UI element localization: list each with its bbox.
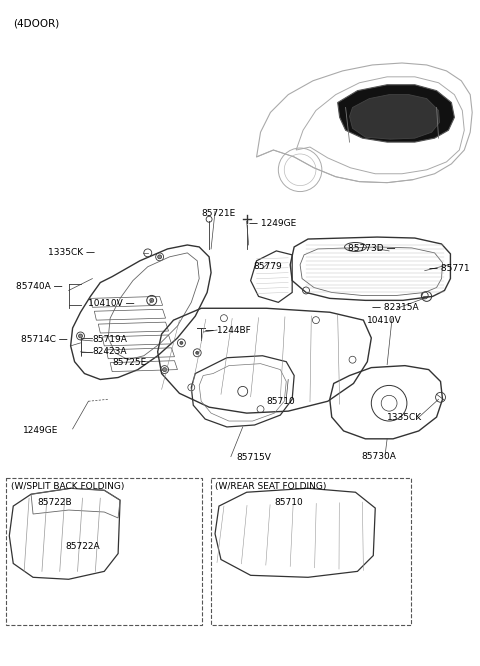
Circle shape: [196, 351, 199, 354]
Text: 85773D —: 85773D —: [348, 244, 395, 254]
Text: — 1249GE: — 1249GE: [249, 218, 296, 228]
Text: (W/SPLIT BACK FOLDING): (W/SPLIT BACK FOLDING): [11, 482, 125, 491]
Text: 85714C —: 85714C —: [21, 336, 68, 344]
Circle shape: [150, 298, 154, 302]
Text: 85730A: 85730A: [361, 452, 396, 461]
Text: 10410V: 10410V: [367, 316, 402, 324]
Polygon shape: [349, 95, 440, 139]
Circle shape: [163, 368, 167, 372]
Text: 85722B: 85722B: [37, 498, 72, 507]
Text: 85725E: 85725E: [112, 358, 146, 367]
Text: 1335CK —: 1335CK —: [48, 248, 96, 257]
Text: 82423A: 82423A: [92, 347, 127, 356]
Text: 85710: 85710: [266, 397, 295, 406]
Text: (W/REAR SEAT FOLDING): (W/REAR SEAT FOLDING): [215, 482, 326, 491]
Text: 85721E: 85721E: [201, 209, 235, 218]
Text: (4DOOR): (4DOOR): [13, 19, 60, 29]
Text: — 1244BF: — 1244BF: [205, 326, 251, 334]
Text: 10410V —: 10410V —: [88, 299, 135, 308]
Text: 85779: 85779: [253, 262, 282, 271]
Circle shape: [157, 255, 162, 259]
Bar: [6, 478, 202, 625]
Text: 85722A: 85722A: [66, 542, 100, 551]
Text: 85715V: 85715V: [237, 453, 272, 462]
Text: — 85771: — 85771: [429, 264, 469, 273]
Circle shape: [79, 334, 83, 338]
Text: 1335CK: 1335CK: [387, 412, 422, 422]
Bar: [211, 478, 411, 625]
Text: 85710: 85710: [275, 498, 303, 507]
Polygon shape: [337, 85, 455, 142]
Text: — 82315A: — 82315A: [372, 303, 419, 312]
Text: 85740A —: 85740A —: [16, 282, 63, 291]
Text: 1249GE: 1249GE: [23, 426, 59, 436]
Circle shape: [180, 342, 183, 344]
Text: 85719A: 85719A: [92, 336, 127, 344]
